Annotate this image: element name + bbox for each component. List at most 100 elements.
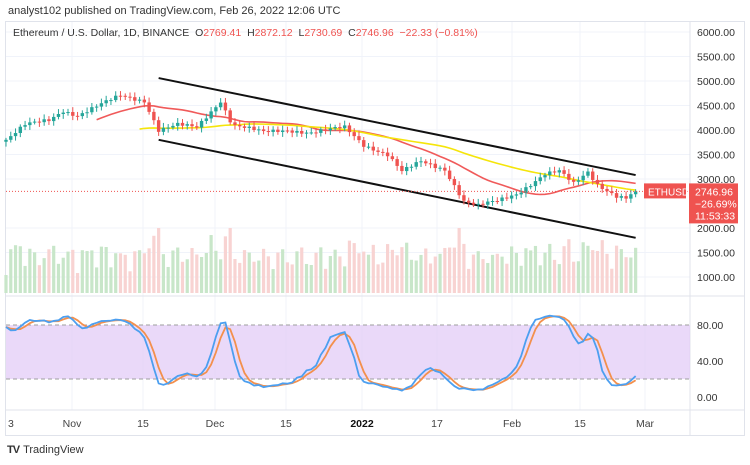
candle-body [514, 194, 519, 196]
candle-body [290, 130, 294, 133]
candle-body [295, 130, 299, 133]
volume-bar [614, 245, 619, 293]
candle-body [591, 171, 595, 180]
volume-bar [104, 246, 108, 293]
candle-body [347, 125, 352, 133]
candle-body [562, 170, 566, 174]
candle-body [37, 121, 42, 123]
candle-body [610, 191, 614, 194]
candle-body [505, 197, 509, 199]
candle-body [28, 122, 32, 126]
candle-body [314, 132, 318, 134]
volume-bar [99, 246, 103, 293]
volume-bar [204, 252, 208, 293]
candle-body [571, 179, 576, 182]
candle-body [357, 136, 361, 141]
tradingview-logo[interactable]: TV TradingView [7, 444, 84, 456]
volume-bar [572, 261, 576, 293]
low-value: 2730.69 [304, 27, 343, 39]
volume-bar [543, 252, 547, 293]
time-tick: Nov [63, 418, 82, 430]
volume-bar [424, 248, 428, 293]
candle-body [233, 122, 237, 125]
candle-body [390, 156, 395, 160]
candle-body [409, 166, 414, 168]
candle-body [586, 171, 590, 176]
volume-bar [524, 248, 528, 293]
candle-body [457, 185, 461, 196]
volume-bar [505, 263, 509, 293]
candle-body [433, 163, 437, 169]
candle-body [13, 133, 18, 137]
volume-bar [180, 261, 185, 293]
volume-bar [56, 263, 61, 293]
volume-bar [18, 246, 22, 293]
candle-body [223, 102, 228, 111]
volume-bar [376, 264, 380, 293]
stoch-tick: 40.00 [697, 356, 723, 368]
stoch-tick: 0.00 [697, 392, 718, 404]
candle-body [538, 177, 542, 182]
candle-body [204, 118, 209, 121]
candle-body [238, 124, 242, 127]
candle-body [18, 126, 23, 134]
candle-body [447, 170, 452, 180]
volume-bar [223, 236, 228, 293]
candle-body [519, 192, 523, 195]
candle-body [4, 139, 8, 142]
candle-body [75, 115, 80, 117]
volume-bar [405, 242, 409, 293]
price-tick: 3000.00 [697, 174, 735, 186]
volume-bar [514, 252, 518, 293]
channel-upper-line [158, 77, 636, 177]
candle-body [500, 197, 504, 202]
candle-body [94, 106, 99, 108]
volume-bar [381, 262, 385, 293]
volume-bar [90, 250, 94, 293]
candle-body [333, 127, 337, 129]
volume-bar [386, 244, 390, 293]
candle-body [257, 129, 261, 131]
volume-bar [338, 256, 342, 293]
volume-bar [433, 256, 437, 293]
volume-bar [634, 247, 638, 293]
candle-body [595, 179, 600, 184]
volume-bar [118, 253, 123, 293]
candle-body [619, 196, 624, 198]
volume-bar [266, 256, 270, 293]
volume-bar [238, 262, 242, 293]
candle-body [118, 95, 123, 97]
candle-body [438, 167, 442, 169]
price-tick: 4500.00 [697, 101, 735, 113]
volume-bar [52, 245, 56, 293]
time-tick: 2022 [350, 418, 374, 430]
candle-body [133, 97, 137, 101]
candle-body [80, 113, 85, 117]
candle-body [600, 183, 604, 189]
candle-body [166, 127, 170, 129]
candle-body [280, 130, 285, 133]
volume-bar [28, 248, 32, 293]
volume-bar [257, 260, 261, 293]
volume-bar [219, 259, 223, 293]
volume-bar [147, 248, 151, 293]
candle-body [323, 129, 328, 131]
price-tick: 1500.00 [697, 248, 735, 260]
volume-bar [37, 265, 41, 293]
volume-bar [519, 265, 523, 293]
open-label: O [195, 27, 204, 39]
volume-bar [13, 245, 18, 293]
volume-bar [252, 261, 256, 293]
volume-bar [586, 245, 590, 293]
candle-body [300, 130, 304, 134]
candle-body [276, 129, 280, 133]
volume-bar [171, 250, 175, 293]
volume-bar [281, 249, 285, 293]
candle-body [414, 162, 418, 167]
candle-body [171, 125, 175, 128]
candle-body [466, 200, 471, 203]
volume-bar [343, 266, 347, 293]
symbol-tag-text: ETHUSD [648, 187, 689, 198]
high-value: 2872.12 [254, 27, 293, 39]
